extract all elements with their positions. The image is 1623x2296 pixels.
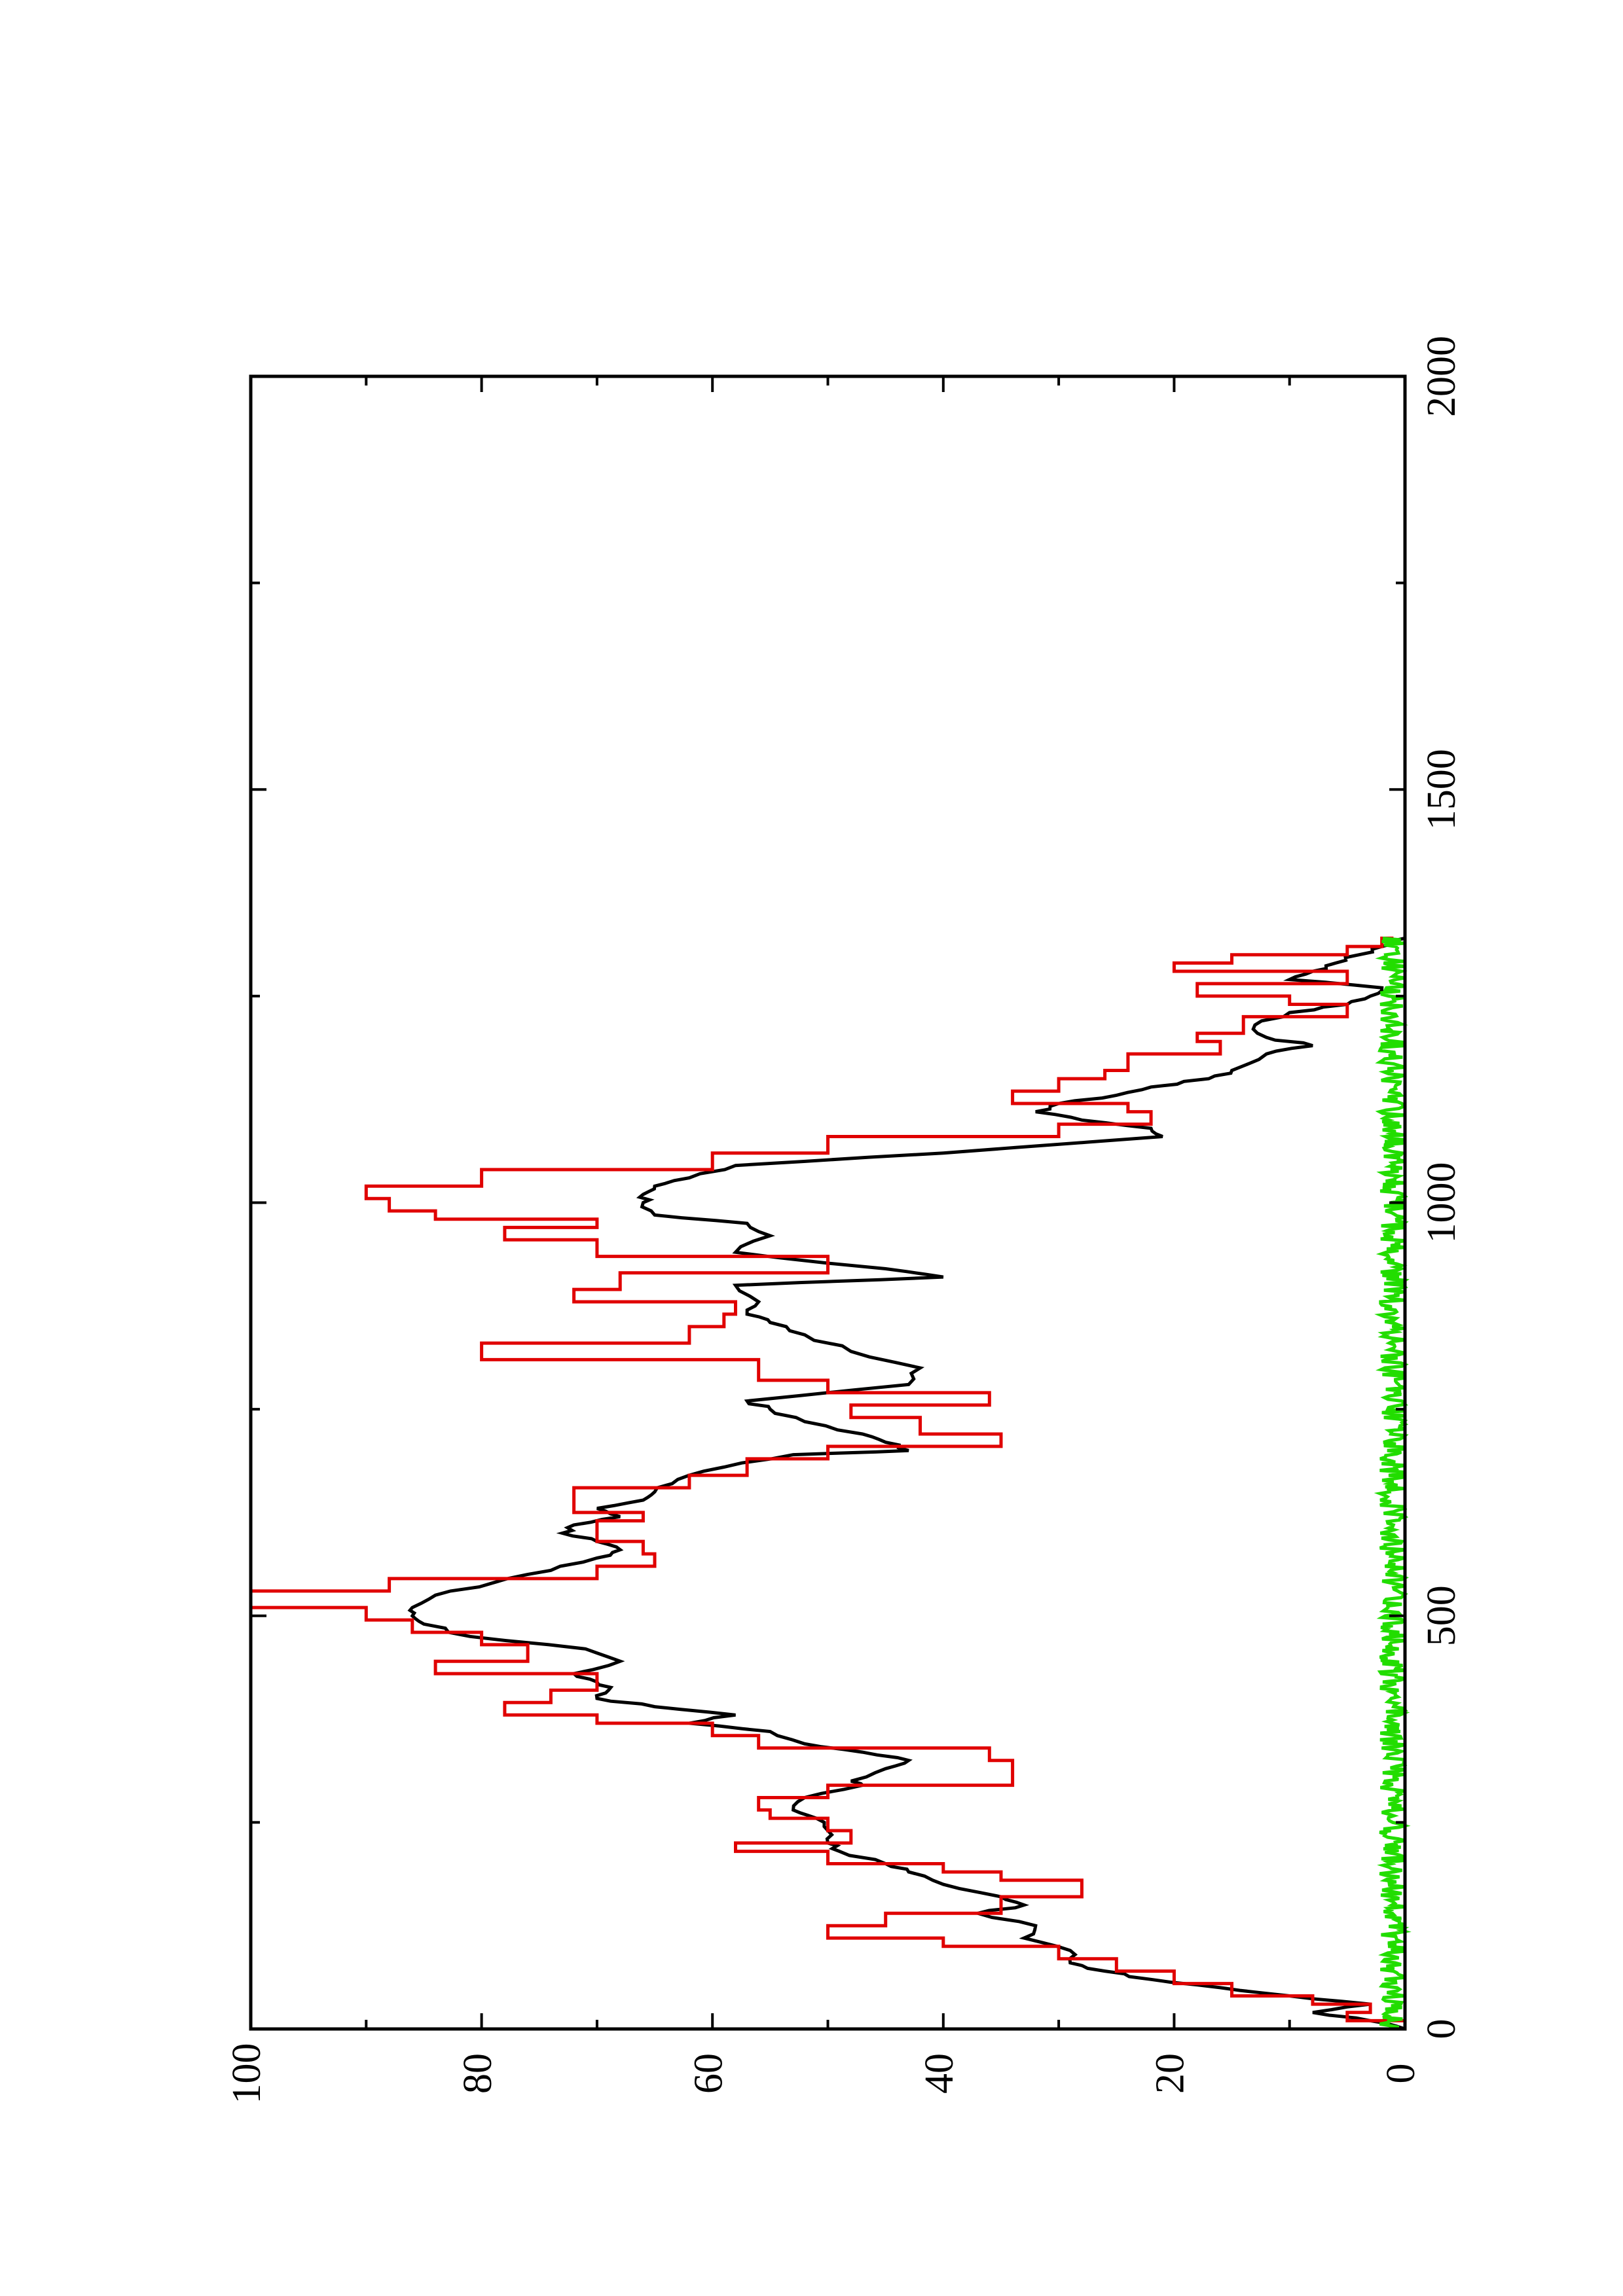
- x-tick-label: 1500: [1419, 749, 1464, 830]
- x-tick-label: 500: [1419, 1585, 1464, 1646]
- ticks-layer: [249, 375, 1406, 2030]
- x-tick-label: 1000: [1419, 1162, 1464, 1244]
- series-green-line: [1374, 937, 1412, 2031]
- x-tick-label: 0: [1419, 2019, 1464, 2039]
- series-layer: [249, 937, 1412, 2031]
- y-tick-label: 80: [456, 2053, 500, 2094]
- x-tick-label: 2000: [1419, 336, 1464, 417]
- y-tick-label: 40: [917, 2053, 962, 2094]
- y-tick-label: 0: [1379, 2064, 1423, 2084]
- y-tick-label: 20: [1148, 2053, 1193, 2094]
- series-red-line: [249, 937, 1407, 2029]
- labels-layer: 0 500 1000 1500 2000 0 20 40 60 80 100: [225, 336, 1464, 2104]
- y-tick-label: 100: [225, 2043, 269, 2104]
- y-tick-label: 60: [686, 2053, 731, 2094]
